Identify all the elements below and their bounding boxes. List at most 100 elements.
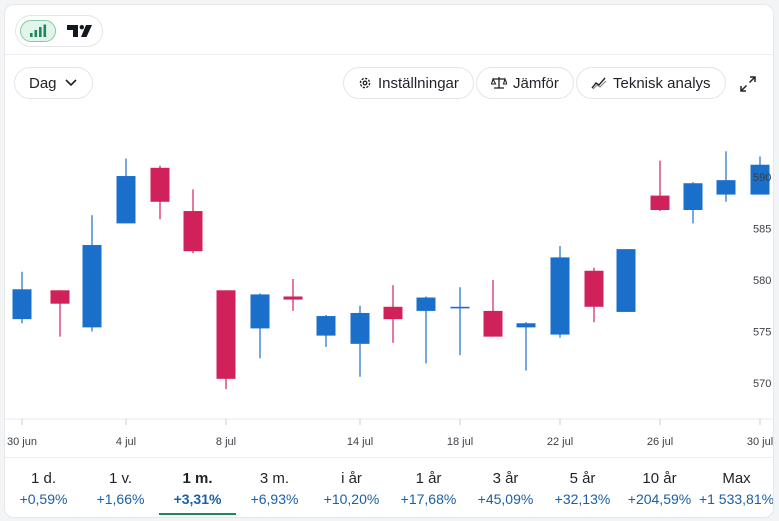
range-tab[interactable]: 3 år +45,09% [467,458,544,517]
period-select-value: Dag [29,74,57,92]
candle-body [316,316,336,336]
range-tab-change: +17,68% [400,491,457,507]
x-tick-label: 22 jul [547,436,573,448]
range-tab[interactable]: 1 v. +1,66% [82,458,159,517]
gear-icon [359,77,371,89]
trend-line-icon [591,77,607,90]
x-tick-label: 8 jul [216,436,236,448]
candle-body [716,180,736,195]
candle-body [350,312,370,344]
range-tab[interactable]: 10 år +204,59% [621,458,698,517]
candle-body [683,183,703,211]
range-tab[interactable]: 5 år +32,13% [544,458,621,517]
chart-toolbar [5,5,773,55]
range-tab-change: +6,93% [250,491,299,507]
candle-body [150,167,170,202]
compare-label: Jämför [513,74,559,92]
x-tick-label: 30 jun [7,436,37,448]
candle-body [616,249,636,312]
candle [316,315,336,347]
candle-body [12,289,32,320]
technical-analysis-button[interactable]: Teknisk analys [576,67,726,99]
range-tab[interactable]: 1 m. +3,31% [159,458,236,517]
range-tab[interactable]: 3 m. +6,93% [236,458,313,517]
range-tab-label: 1 m. [182,470,213,487]
period-select[interactable]: Dag [14,67,93,99]
candle [516,322,536,371]
candle [683,182,703,224]
candle-body [584,270,604,307]
range-tab-change: +204,59% [627,491,692,507]
candle-body [416,297,436,311]
candle [216,290,236,390]
range-tab[interactable]: 1 d. +0,59% [5,458,82,517]
range-tab-change: +10,20% [323,491,380,507]
candle [350,305,370,377]
candle [584,267,604,323]
candle-body [283,296,303,300]
chart-card: Dag Inställningar Jämför Teknisk analys [4,4,774,518]
range-tab[interactable]: 1 år +17,68% [390,458,467,517]
candle-body [450,306,470,309]
candle-body [483,310,503,337]
range-tab-label: 3 m. [259,470,290,487]
range-tab-label: i år [341,470,362,487]
x-tick-label: 26 jul [647,436,673,448]
candle-body [650,195,670,211]
candle [550,246,570,338]
range-tab-label: 5 år [569,470,596,487]
range-tabs: 1 d. +0,59% 1 v. +1,66% 1 m. +3,31% 3 m. +6,93%… [5,457,773,517]
range-tab-label: 1 v. [108,470,133,487]
candle [50,290,70,337]
candle-body [516,323,536,328]
candle [716,151,736,202]
range-tab[interactable]: Max +1 533,81% [698,458,773,517]
candle [283,278,303,311]
x-tick-label: 18 jul [447,436,473,448]
range-tab-label: 1 d. [30,470,57,487]
y-tick-label: 575 [753,326,771,338]
candle-body [82,245,102,328]
range-tab[interactable]: i år +10,20% [313,458,390,517]
range-tab-change: +32,13% [554,491,611,507]
candle-body [50,290,70,304]
candlestick-chart: 570 575 580 585 590 30 jun 4 jul 8 jul 14 jul 18… [5,151,773,448]
y-tick-label: 570 [753,378,771,390]
range-tab-change: +3,31% [173,491,222,507]
chevron-down-icon [64,79,77,87]
candle-body [383,306,403,320]
technical-analysis-label: Teknisk analys [613,74,711,92]
candle [383,285,403,343]
range-tab-label: Max [722,470,751,487]
tradingview-logo-icon[interactable] [62,20,98,42]
settings-button[interactable]: Inställningar [343,67,474,99]
x-tick-label: 4 jul [116,436,136,448]
chart-view-toggle [15,15,103,47]
candle-body [550,257,570,335]
y-tick-label: 580 [753,275,771,287]
settings-label: Inställningar [378,74,459,92]
candle-body [750,164,770,195]
candle [483,280,503,337]
scale-icon [491,77,507,89]
y-tick-label: 585 [753,224,771,236]
range-tab-change: +1,66% [96,491,145,507]
range-tab-label: 3 år [492,470,519,487]
candle [116,158,136,224]
candle [616,249,636,312]
candle [82,215,102,332]
candle [416,296,436,364]
bar-signal-icon[interactable] [20,20,56,42]
candle-body [216,290,236,379]
candle [250,293,270,359]
candle [12,271,32,324]
candle-body [183,211,203,252]
expand-arrows-icon[interactable] [739,75,757,93]
candle [450,287,470,356]
x-tick-label: 14 jul [347,436,373,448]
y-tick-label: 590 [753,172,771,184]
range-tab-change: +45,09% [477,491,534,507]
candle-body [116,176,136,224]
candle [750,156,770,195]
compare-button[interactable]: Jämför [476,67,574,99]
